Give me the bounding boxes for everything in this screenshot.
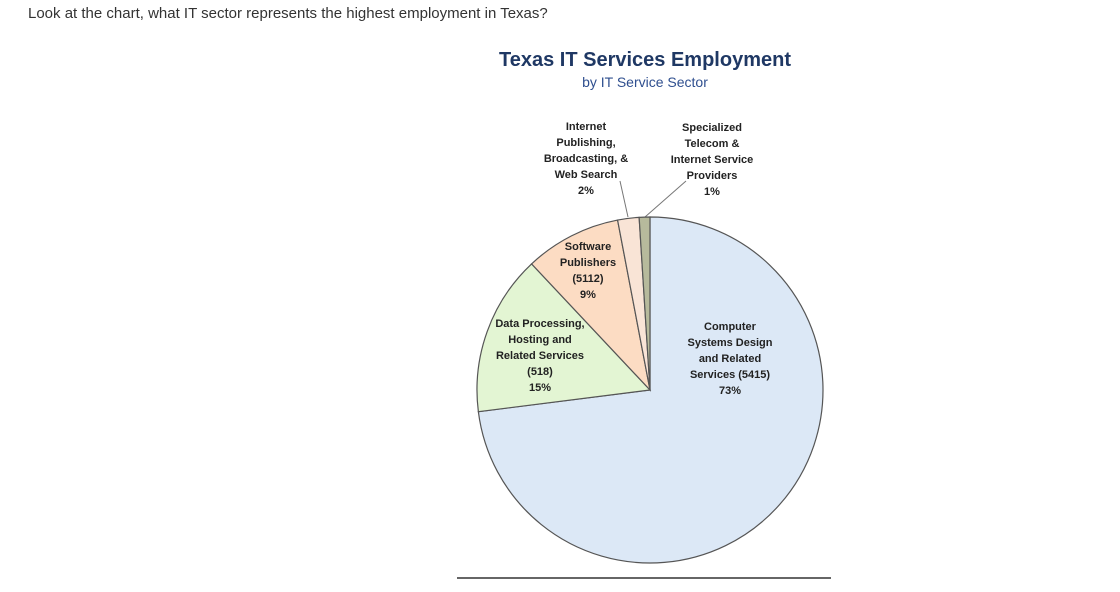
slice-label: Software Publishers (5112) — [560, 241, 616, 285]
value-label: 73% — [719, 385, 741, 397]
pie-slice — [476, 263, 652, 413]
value-label: 1% — [704, 186, 720, 198]
question: Look at the chart, what IT sector repres… — [28, 5, 548, 22]
value-label: 2% — [578, 185, 594, 197]
slice-label: Specialized Telecom & Internet Service Prov… — [671, 122, 754, 182]
chart-title: Texas IT Services Employment — [499, 49, 791, 71]
leader-line — [619, 180, 629, 218]
value-label: 15% — [529, 382, 551, 394]
slice-label: Data Processing, Hosting and Related Servi… — [495, 318, 584, 378]
slice-label: Computer Systems Design and Related Service… — [688, 321, 773, 381]
slice-label: Internet Publishing, Broadcasting, & Web Se… — [544, 121, 628, 181]
value-label: 9% — [580, 289, 596, 301]
leader-line — [644, 180, 687, 218]
pie-slice — [530, 219, 651, 392]
chart-subtitle: by IT Service Sector — [582, 74, 708, 90]
pie-slice — [638, 216, 651, 391]
